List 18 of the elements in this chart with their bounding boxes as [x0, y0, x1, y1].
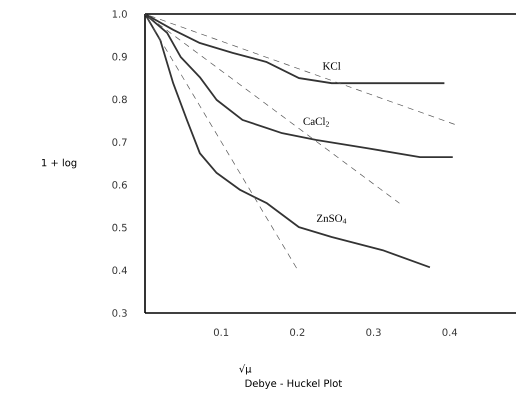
y-tick-label: 0.8	[112, 96, 127, 104]
x-tick-label: 0.2	[290, 328, 304, 336]
x-tick-label: 0.4	[442, 328, 458, 336]
y-tick-label: 0.4	[112, 266, 127, 274]
series-label: CaCl$_{2}$	[303, 117, 329, 127]
y-tick-label: 1.0	[112, 10, 127, 18]
series-label: ZnSO$_{4}$	[316, 214, 346, 224]
x-tick-label: 0.3	[366, 328, 381, 336]
y-tick-label: 0.3	[112, 309, 127, 317]
x-tick-label: 0.1	[214, 328, 228, 336]
x-axis-title: √μ	[239, 364, 252, 375]
text: Debye - Huckel Plot	[246, 379, 342, 389]
y-tick-label: 0.6	[112, 181, 127, 189]
series-label: KCl	[322, 62, 341, 70]
y-tick-label: 0.5	[112, 224, 127, 232]
y-tick-label: 0.9	[112, 52, 127, 60]
y-tick-label: 0.7	[112, 138, 127, 146]
y-axis-title: 1 + log	[42, 158, 76, 168]
